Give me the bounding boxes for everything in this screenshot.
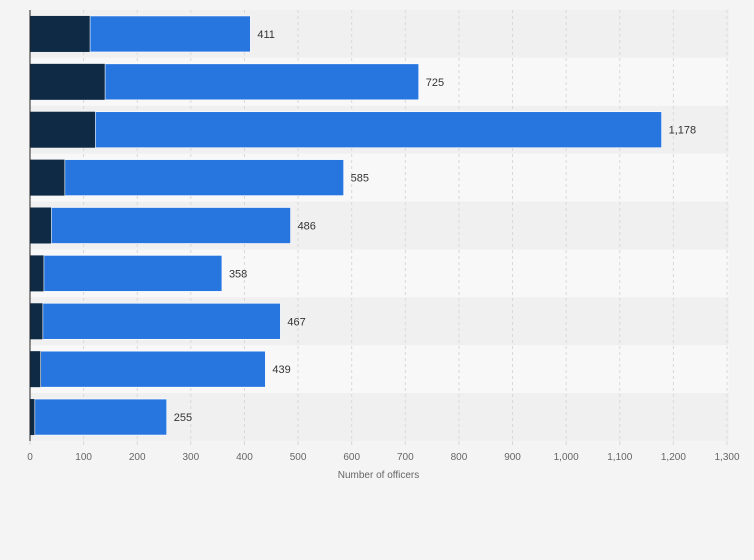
x-tick-label: 700 <box>397 452 414 463</box>
x-tick-label: 1,000 <box>554 452 579 463</box>
bar-segment-dark <box>30 111 96 148</box>
x-tick-label: 400 <box>236 452 253 463</box>
bar-value-label: 585 <box>351 173 369 185</box>
bar-value-label: 467 <box>287 316 305 328</box>
bar-value-label: 439 <box>272 364 290 376</box>
x-axis-title: Number of officers <box>338 470 420 481</box>
bar-segment-blue <box>42 302 281 340</box>
x-tick-label: 1,200 <box>661 452 686 463</box>
bar-segment-blue <box>104 63 420 101</box>
bar-segment-blue <box>34 398 168 436</box>
bar-value-label: 1,178 <box>669 125 697 137</box>
bar-segment-blue <box>89 15 251 53</box>
x-tick-label: 600 <box>343 452 360 463</box>
x-tick-label: 1,100 <box>607 452 632 463</box>
x-tick-label: 200 <box>129 452 146 463</box>
bar-segment-dark <box>30 399 35 436</box>
bar-segment-dark <box>30 351 41 388</box>
x-tick-label: 800 <box>451 452 468 463</box>
bar-value-label: 486 <box>298 221 316 233</box>
bar-segment-dark <box>30 63 106 100</box>
x-axis-ticks: 0 100 200 300 400 500 600 700 800 900 1,000 1,100 1,… <box>27 441 740 463</box>
x-tick-label: 1,300 <box>714 452 739 463</box>
bar-segment-dark <box>30 303 43 340</box>
bar-value-label: 255 <box>174 412 192 424</box>
bar-segment-blue <box>64 159 344 196</box>
x-tick-label: 100 <box>75 452 92 463</box>
x-tick-label: 0 <box>27 452 33 463</box>
bar-value-label: 725 <box>426 77 444 89</box>
bar-segment-dark <box>30 159 65 196</box>
bar-segment-blue <box>95 111 662 149</box>
bar-segment-dark <box>30 255 44 292</box>
x-tick-label: 300 <box>183 452 200 463</box>
x-tick-label: 500 <box>290 452 307 463</box>
bar-segment-dark <box>30 15 91 52</box>
bar-segment-blue <box>40 350 266 388</box>
bars <box>30 15 662 436</box>
value-labels: 411 725 1,178 585 486 358 467 439 255 <box>174 29 696 424</box>
bar-segment-blue <box>51 207 291 244</box>
bar-value-label: 411 <box>257 29 275 41</box>
bar-segment-blue <box>43 255 223 292</box>
bar-value-label: 358 <box>229 268 247 280</box>
x-tick-label: 900 <box>504 452 521 463</box>
bar-segment-dark <box>30 207 52 244</box>
